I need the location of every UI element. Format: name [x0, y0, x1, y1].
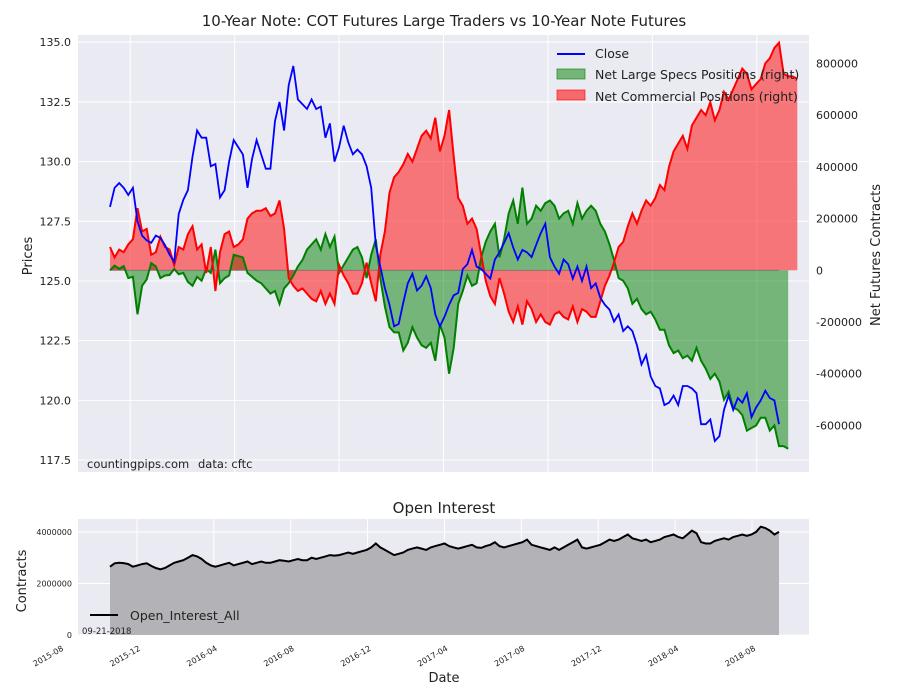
- date-tick-label: 2017-04: [416, 644, 449, 669]
- open-interest-y-axis-label: Contracts: [15, 549, 30, 612]
- price-y-tick-label: 127.5: [40, 215, 72, 228]
- open-interest-area: [110, 526, 779, 635]
- open-interest-line: [109, 525, 780, 571]
- price-y-ticks: 117.5 120.0 122.5 125.0 127.5 130.0 132.5 135.0: [40, 36, 72, 467]
- large-specs-area: [110, 187, 789, 449]
- date-x-axis-label: Date: [428, 671, 459, 686]
- date-tick-label: 2015-08: [32, 644, 65, 669]
- net-contracts-y-tick-label: 200000: [816, 213, 858, 226]
- net-contracts-y-tick-label: 400000: [816, 161, 858, 174]
- date-tick-label: 2016-04: [185, 644, 218, 669]
- net-contracts-y-tick-label: 800000: [816, 57, 858, 70]
- price-y-tick-label: 122.5: [40, 335, 72, 348]
- net-contracts-y-tick-label: 600000: [816, 109, 858, 122]
- open-interest-y-tick-label: 4000000: [36, 528, 72, 537]
- price-y-tick-label: 125.0: [40, 275, 72, 288]
- source-annotation: countingpips.com: [87, 457, 189, 471]
- net-contracts-y-tick-label: -600000: [816, 419, 862, 432]
- date-tick-label: 2017-12: [570, 644, 603, 669]
- close-price-line: [109, 65, 780, 443]
- net-contracts-y-tick-label: -200000: [816, 316, 862, 329]
- net-contracts-y-tick-label: -400000: [816, 368, 862, 381]
- commercial-line: [109, 40, 798, 327]
- price-chart-title: 10-Year Note: COT Futures Large Traders …: [202, 12, 687, 30]
- date-tick-label: 2018-04: [647, 644, 680, 669]
- price-y-tick-label: 135.0: [40, 36, 72, 49]
- net-contracts-y-tick-label: 0: [816, 264, 823, 277]
- date-tick-label: 2016-08: [262, 644, 295, 669]
- open-interest-legend: Open_Interest_All: [90, 608, 240, 623]
- price-y-tick-label: 117.5: [40, 454, 72, 467]
- report-date-label: 09-21-2018: [82, 627, 131, 637]
- date-tick-label: 2016-12: [339, 644, 372, 669]
- open-interest-y-tick-label: 0: [67, 631, 72, 640]
- price-y-tick-label: 130.0: [40, 156, 72, 169]
- legend-open-interest-label: Open_Interest_All: [130, 608, 240, 623]
- data-source-annotation: data: cftc: [198, 457, 252, 471]
- price-series-layer: [109, 40, 798, 450]
- legend-commercial-label: Net Commercial Positions (right): [595, 89, 798, 104]
- legend-close-label: Close: [595, 46, 629, 61]
- date-tick-label: 2015-12: [108, 644, 141, 669]
- price-y-axis-label: Prices: [21, 237, 36, 276]
- open-interest-y-ticks: 0 2000000 4000000: [36, 528, 72, 640]
- price-y-tick-label: 120.0: [40, 394, 72, 407]
- date-x-ticks: 2015-08 2015-12 2016-04 2016-08 2016-12 2017-…: [32, 644, 757, 669]
- date-tick-label: 2017-08: [493, 644, 526, 669]
- open-interest-title: Open Interest: [393, 499, 496, 517]
- net-contracts-y-ticks: -600000 -400000 -200000 0 200000 400000 600000…: [816, 57, 862, 432]
- net-contracts-y-axis-label: Net Futures Contracts: [869, 184, 884, 326]
- price-legend: Close Net Large Specs Positions (right) …: [556, 46, 799, 104]
- large-specs-line: [109, 187, 789, 450]
- open-interest-y-tick-label: 2000000: [36, 579, 72, 588]
- commercial-area: [110, 42, 798, 325]
- date-tick-label: 2018-08: [724, 644, 757, 669]
- legend-large-specs-swatch: [556, 68, 586, 80]
- price-y-tick-label: 132.5: [40, 96, 72, 109]
- open-interest-series-layer: [109, 525, 780, 635]
- legend-large-specs-label: Net Large Specs Positions (right): [595, 67, 799, 82]
- legend-commercial-swatch: [556, 89, 586, 101]
